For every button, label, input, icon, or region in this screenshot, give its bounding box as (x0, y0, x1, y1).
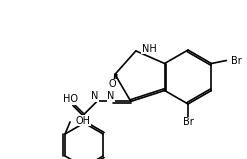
Text: NH: NH (142, 44, 157, 54)
Text: N: N (91, 91, 99, 101)
Text: Br: Br (183, 117, 193, 127)
Text: OH: OH (75, 116, 90, 126)
Text: Br: Br (231, 55, 242, 66)
Text: HO: HO (63, 94, 78, 104)
Text: O: O (109, 79, 116, 89)
Text: N: N (107, 91, 115, 101)
